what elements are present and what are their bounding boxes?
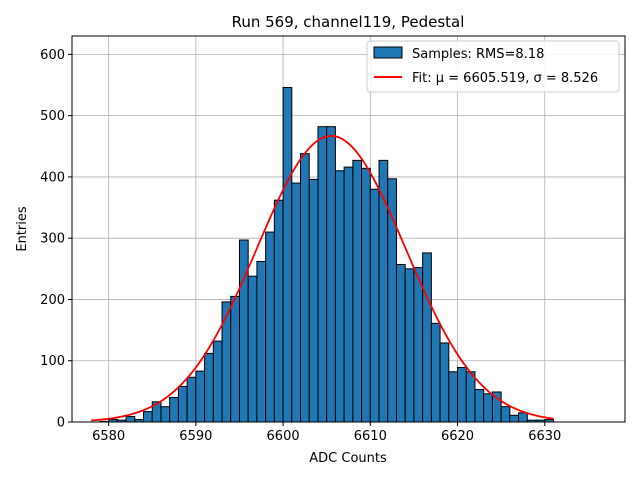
histogram-bar xyxy=(256,260,267,423)
legend-swatch-samples xyxy=(373,46,403,59)
fit-curve xyxy=(91,134,554,422)
histogram-bar xyxy=(273,199,284,423)
histogram-bar xyxy=(177,385,188,423)
x-axis-ticks: 6580 6590 6600 6610 6620 6630 xyxy=(92,422,561,444)
histogram-bar xyxy=(125,415,136,423)
histogram-bar xyxy=(238,239,249,423)
histogram-bar xyxy=(457,366,467,423)
histogram-bar xyxy=(474,389,485,423)
histogram-bar xyxy=(291,182,302,423)
histogram-bar xyxy=(300,153,310,423)
x-axis-label: ADC Counts xyxy=(309,451,387,466)
histogram-bar xyxy=(430,322,441,423)
histogram-bar xyxy=(160,406,171,423)
histogram-bars xyxy=(99,86,554,423)
histogram-bar xyxy=(413,267,424,423)
histogram-bar xyxy=(204,352,214,423)
plot-frame xyxy=(71,35,626,423)
histogram-bar xyxy=(230,295,240,423)
histogram-bar xyxy=(265,231,275,423)
y-tick-label: 100 xyxy=(40,354,65,369)
chart-title: Run 569, channel119, Pedestal xyxy=(232,13,465,31)
histogram-bar xyxy=(186,376,197,423)
legend-label-samples: Samples: RMS=8.18 xyxy=(412,47,544,62)
x-tick-label: 6600 xyxy=(267,429,300,444)
histogram-bar xyxy=(509,414,520,423)
histogram-bar xyxy=(221,301,232,423)
histogram-bar xyxy=(212,340,223,423)
histogram-bar xyxy=(465,371,476,423)
histogram-bar xyxy=(326,126,336,423)
histogram-bar xyxy=(518,412,528,423)
histogram-bar xyxy=(422,252,432,423)
histogram-bar xyxy=(334,170,345,423)
histogram-bar xyxy=(352,159,363,423)
histogram-bar xyxy=(500,406,511,423)
x-tick-label: 6610 xyxy=(354,429,387,444)
histogram-bar xyxy=(448,371,459,423)
histogram-bar xyxy=(439,342,450,423)
histogram-bar xyxy=(169,396,179,423)
x-tick-label: 6630 xyxy=(528,429,561,444)
histogram-bar xyxy=(308,178,319,423)
histogram-bar xyxy=(343,166,354,423)
histogram-bar xyxy=(483,393,493,423)
histogram-bar xyxy=(317,126,328,423)
y-axis-ticks: 0 100 200 300 400 500 600 xyxy=(40,48,72,431)
histogram-bar xyxy=(247,275,258,423)
histogram-bar xyxy=(361,167,371,423)
y-tick-label: 300 xyxy=(40,232,65,247)
histogram-bar xyxy=(282,86,293,423)
x-tick-label: 6590 xyxy=(179,429,212,444)
x-tick-label: 6580 xyxy=(92,429,125,444)
y-tick-label: 0 xyxy=(57,416,65,431)
fit-curve-group xyxy=(91,134,554,422)
y-tick-label: 400 xyxy=(40,170,65,185)
histogram-bar xyxy=(143,411,153,423)
y-tick-label: 500 xyxy=(40,109,65,124)
y-tick-label: 600 xyxy=(40,48,65,63)
histogram-bar xyxy=(404,268,415,423)
y-tick-label: 200 xyxy=(40,293,65,308)
x-tick-label: 6620 xyxy=(441,429,474,444)
histogram-bar xyxy=(395,264,406,423)
histogram-bar xyxy=(195,370,206,423)
legend-box xyxy=(366,40,620,93)
legend: Samples: RMS=8.18 Fit: μ = 6605.519, σ =… xyxy=(366,40,620,93)
legend-label-fit: Fit: μ = 6605.519, σ = 8.526 xyxy=(412,71,598,86)
histogram-bar xyxy=(369,188,380,423)
y-axis-label: Entries xyxy=(15,206,30,252)
